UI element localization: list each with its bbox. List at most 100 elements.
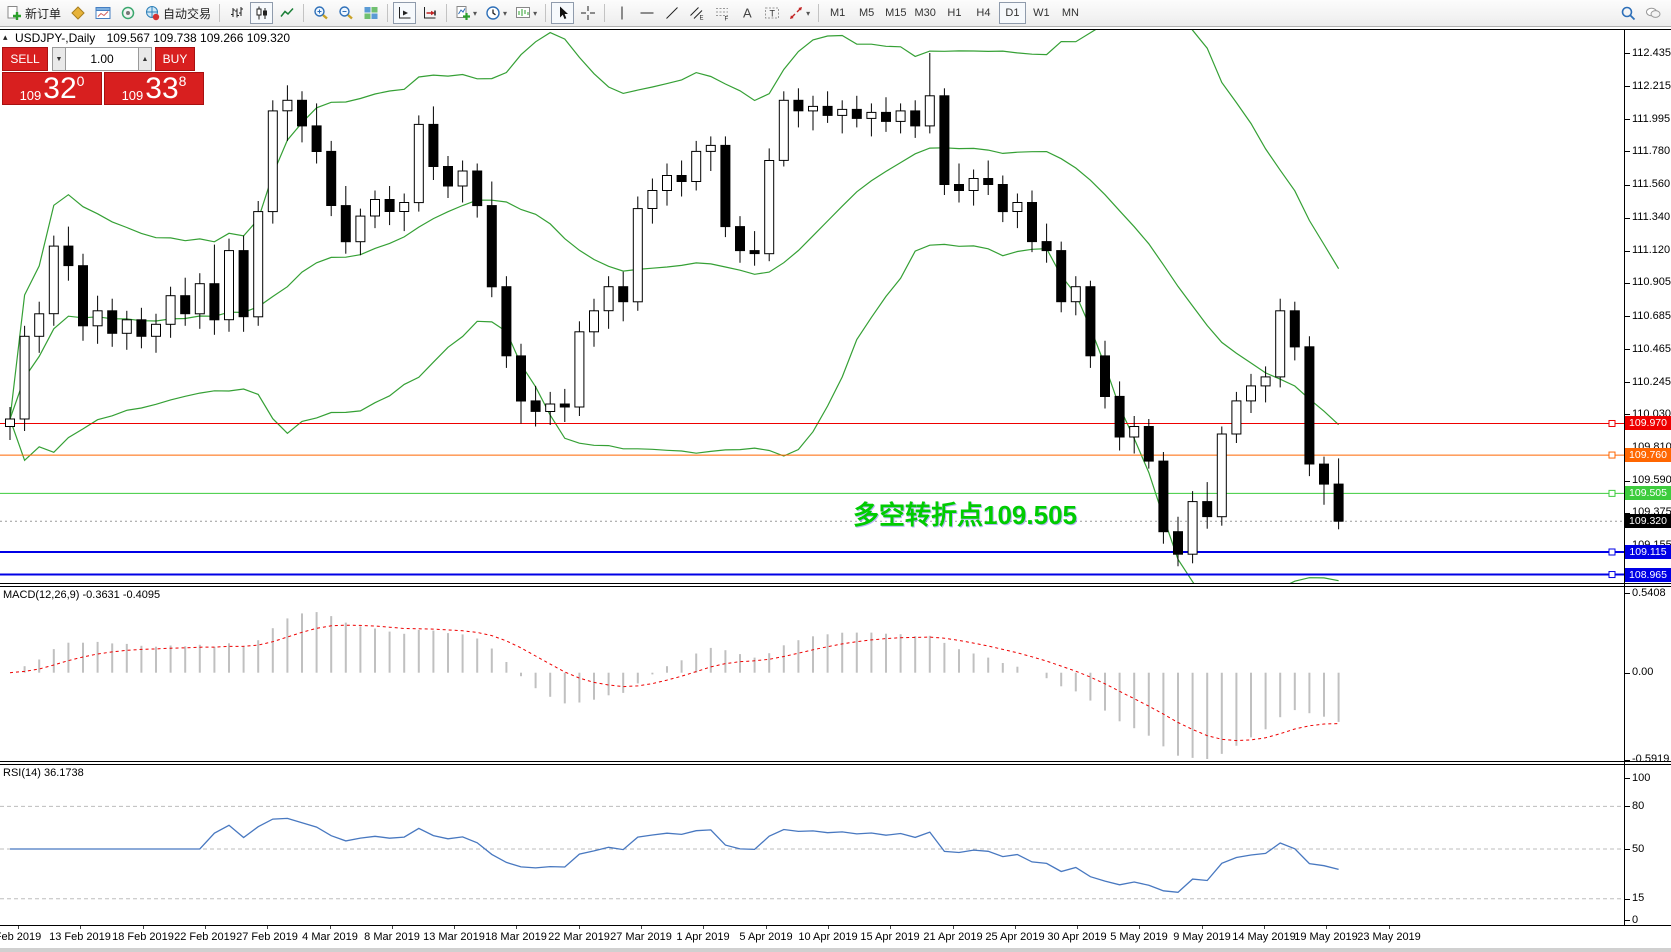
rsi-canvas[interactable]: [0, 765, 1624, 925]
zoom-out-button[interactable]: [334, 2, 357, 24]
timeframe-m30[interactable]: M30: [912, 2, 939, 24]
price-axis-label: 111.340: [1632, 211, 1671, 223]
timeframe-h4[interactable]: H4: [970, 2, 997, 24]
autotrading-icon: [146, 6, 160, 21]
trendline-tool-button[interactable]: [660, 2, 683, 24]
price-axis-label: 111.995: [1632, 113, 1671, 125]
horizontal-line-tool-button[interactable]: [635, 2, 658, 24]
bar-chart-mode-button[interactable]: [225, 2, 248, 24]
price-axis-tick: [1624, 316, 1630, 317]
fibonacci-tool-button[interactable]: F: [710, 2, 733, 24]
timeframe-m5[interactable]: M5: [853, 2, 880, 24]
date-axis-tick: [516, 926, 517, 929]
buy-button[interactable]: BUY: [155, 47, 195, 71]
sell-price-button[interactable]: 109 32 0: [2, 72, 102, 105]
vertical-line-tool-button[interactable]: [610, 2, 633, 24]
volume-input[interactable]: [66, 47, 138, 71]
chat-button[interactable]: [1641, 2, 1664, 24]
timeframe-m15[interactable]: M15: [882, 2, 909, 24]
date-axis-tick: [641, 926, 642, 929]
indicators-button[interactable]: ▾: [452, 2, 480, 24]
date-axis-tick: [1077, 926, 1078, 929]
metaeditor-button[interactable]: [66, 2, 89, 24]
date-axis-tick: [330, 926, 331, 929]
candlestick-mode-button[interactable]: [250, 2, 274, 24]
date-axis-tick: [766, 926, 767, 929]
rsi-axis-tick: [1624, 899, 1630, 900]
tile-windows-button[interactable]: [359, 2, 382, 24]
search-button[interactable]: [1616, 2, 1639, 24]
buy-price-pip: 8: [178, 73, 187, 89]
date-axis-label: 13 Feb 2019: [49, 931, 111, 943]
price-axis-label: 109.590: [1632, 474, 1671, 486]
chart-shift-button[interactable]: [418, 2, 441, 24]
date-axis-label: 4 Mar 2019: [302, 931, 358, 943]
zoom-in-button[interactable]: [309, 2, 332, 24]
templates-button[interactable]: ▾: [512, 2, 540, 24]
timeframe-mn[interactable]: MN: [1057, 2, 1084, 24]
tile-windows-icon: [364, 7, 378, 19]
current-price-tag: 109.320: [1625, 514, 1671, 528]
rsi-axis-tick: [1624, 778, 1630, 779]
price-axis-label: 110.245: [1632, 376, 1671, 388]
text-tool-button[interactable]: A: [735, 2, 758, 24]
date-axis-tick: [80, 926, 81, 929]
zoom-in-icon: [313, 6, 328, 20]
autotrading-label: 自动交易: [163, 6, 212, 21]
fibonacci-icon: F: [715, 8, 728, 22]
arrows-icon: [790, 7, 803, 19]
price-chart-canvas[interactable]: [0, 30, 1624, 583]
macd-panel[interactable]: [0, 587, 1624, 761]
news-button[interactable]: [116, 2, 139, 24]
date-axis-tick: [579, 926, 580, 929]
timeframe-h1[interactable]: H1: [941, 2, 968, 24]
toolbar-separator: [387, 4, 389, 22]
panel-border: [0, 761, 1671, 762]
date-axis-label: 9 May 2019: [1173, 931, 1231, 943]
date-axis-tick: [454, 926, 455, 929]
buy-price-button[interactable]: 109 33 8: [104, 72, 204, 105]
auto-scroll-button[interactable]: [393, 2, 417, 24]
price-axis-tick: [1624, 119, 1630, 120]
equidistant-channel-icon: E: [689, 7, 703, 21]
spin-up-icon: ▲: [141, 55, 149, 63]
cursor-tool-button[interactable]: [551, 2, 575, 24]
sell-button[interactable]: SELL: [2, 47, 48, 71]
periods-button[interactable]: ▾: [482, 2, 510, 24]
new-order-icon: [7, 6, 21, 20]
date-axis-label: 23 May 2019: [1357, 931, 1421, 943]
macd-axis-tick: [1624, 593, 1630, 594]
line-chart-icon: [279, 7, 294, 17]
price-tag: 108.965: [1625, 568, 1671, 582]
price-axis-tick: [1624, 218, 1630, 219]
price-axis-tick: [1624, 382, 1630, 383]
new-order-button[interactable]: 新订单: [3, 2, 64, 24]
crosshair-tool-button[interactable]: [576, 2, 599, 24]
panel-border: [0, 583, 1671, 584]
collapse-icon[interactable]: ▴: [3, 32, 8, 42]
date-axis-tick: [1139, 926, 1140, 929]
svg-text:F: F: [724, 17, 728, 22]
date-axis-label: 8 Mar 2019: [364, 931, 420, 943]
volume-decrease-button[interactable]: ▼: [52, 47, 66, 71]
text-label-tool-button[interactable]: T: [760, 2, 783, 24]
line-chart-mode-button[interactable]: [275, 2, 298, 24]
new-chart-button[interactable]: [91, 2, 114, 24]
price-axis-tick: [1624, 53, 1630, 54]
sell-price-big: 32: [43, 72, 77, 105]
autotrading-button[interactable]: 自动交易: [141, 2, 214, 24]
toolbar-right-group: [1615, 2, 1665, 24]
price-axis-label: 112.215: [1632, 80, 1671, 92]
timeframe-d1[interactable]: D1: [998, 2, 1026, 24]
timeframe-w1[interactable]: W1: [1028, 2, 1055, 24]
timeframe-m1[interactable]: M1: [824, 2, 851, 24]
timeframe-group: M1 M5 M15 M30 H1 H4 D1 W1 MN: [823, 2, 1085, 24]
arrows-tool-button[interactable]: ▾: [785, 2, 813, 24]
volume-increase-button[interactable]: ▲: [138, 47, 152, 71]
price-axis-tick: [1624, 251, 1630, 252]
trade-prices-row: 109 32 0 109 33 8: [2, 72, 204, 105]
date-axis-label: 19 May 2019: [1294, 931, 1358, 943]
macd-canvas[interactable]: [0, 587, 1624, 761]
equidistant-channel-tool-button[interactable]: E: [685, 2, 708, 24]
macd-values: -0.3631 -0.4095: [82, 589, 161, 601]
